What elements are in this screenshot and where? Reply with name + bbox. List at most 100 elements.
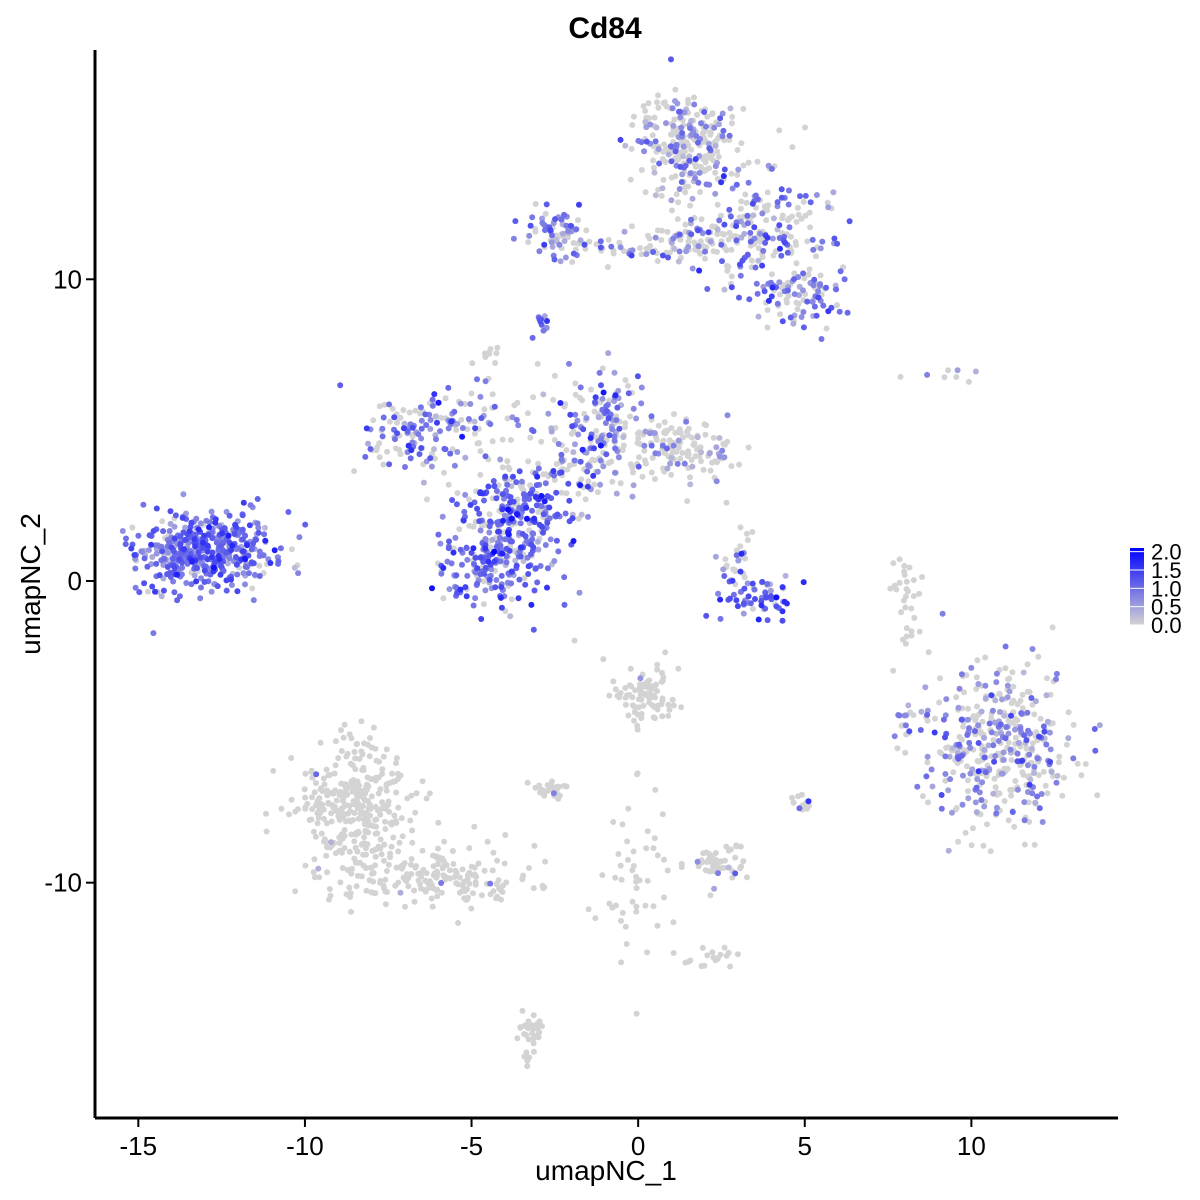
cell-point [472,879,479,886]
cell-point [646,677,653,684]
cell-point [353,883,360,890]
cell-point [138,548,145,555]
cell-point [982,769,989,776]
cell-point [675,153,682,160]
cell-point [312,833,319,840]
cell-point [640,103,647,110]
cell-point [981,734,988,741]
cell-point [241,555,248,562]
cell-point [325,772,332,779]
cell-point [490,888,497,895]
cell-point [1070,755,1077,762]
cell-point [314,820,321,827]
cell-point [728,463,735,470]
cell-point [773,594,780,601]
cell-point [592,399,598,406]
cell-point [441,838,448,845]
cell-point [702,255,708,262]
cell-point [825,308,832,315]
cell-point [664,228,671,235]
cell-point [466,845,473,852]
cell-point [725,864,732,871]
cell-point [682,183,689,190]
cell-point [383,787,390,794]
cell-point [427,426,434,432]
cell-point [660,148,667,155]
cell-point [498,584,505,590]
cell-point [675,444,682,451]
cell-point [390,778,397,785]
cell-point [945,787,952,794]
cell-point [993,670,1000,677]
cell-point [770,215,777,222]
cell-point [532,201,539,207]
cell-point [685,243,692,250]
cell-point [315,814,322,821]
cell-point [225,532,232,539]
cell-point [525,563,532,570]
cell-point [617,480,624,487]
cell-point [457,586,464,593]
cell-point [152,542,159,549]
cell-point [946,753,953,760]
cell-point [1044,675,1050,682]
cell-point [308,768,315,775]
cell-point [689,265,696,272]
cell-point [706,165,712,172]
cell-point [156,572,163,579]
cell-point [240,499,247,506]
cell-point [594,489,601,496]
cell-point [454,490,461,496]
cell-point [539,882,546,889]
cell-point [459,433,466,440]
cell-point [1031,711,1038,718]
cell-point [411,898,418,905]
cell-point [726,137,733,143]
cell-point [402,903,408,910]
cell-point [651,715,658,722]
cell-point [393,760,399,767]
cell-point [487,544,494,551]
cell-point [209,535,216,542]
cell-point [561,211,567,218]
cell-point [902,640,909,647]
cell-point [498,604,505,611]
cell-point [649,132,656,139]
cell-point [132,565,139,572]
cell-point [654,688,660,695]
cell-point [370,724,377,731]
cell-point [651,835,658,842]
cell-point [548,239,555,246]
cell-point [800,579,807,586]
cell-point [418,435,425,442]
cell-point [911,614,918,621]
cell-point [635,696,642,703]
cell-point [337,382,344,389]
cell-point [674,460,681,467]
cell-point [776,279,783,286]
cell-point [464,876,471,882]
cell-point [965,378,972,385]
cell-point [938,792,945,798]
cell-point [471,418,478,425]
cell-point [634,722,641,729]
cell-point [922,684,929,691]
cell-point [565,228,572,235]
cell-point [604,264,611,270]
cell-point [337,879,344,886]
cell-point [744,537,751,544]
cell-point [945,744,952,751]
cell-point [798,215,805,222]
cell-point [519,530,526,537]
cell-point [762,239,769,246]
cell-point [579,446,586,453]
cell-point [338,780,345,787]
cell-point [668,174,675,181]
cell-point [240,570,247,577]
cell-point [658,237,665,243]
cell-point [887,585,894,592]
cell-point [719,133,726,140]
cell-point [499,464,506,471]
cell-point [542,227,548,234]
cell-point [569,259,576,265]
